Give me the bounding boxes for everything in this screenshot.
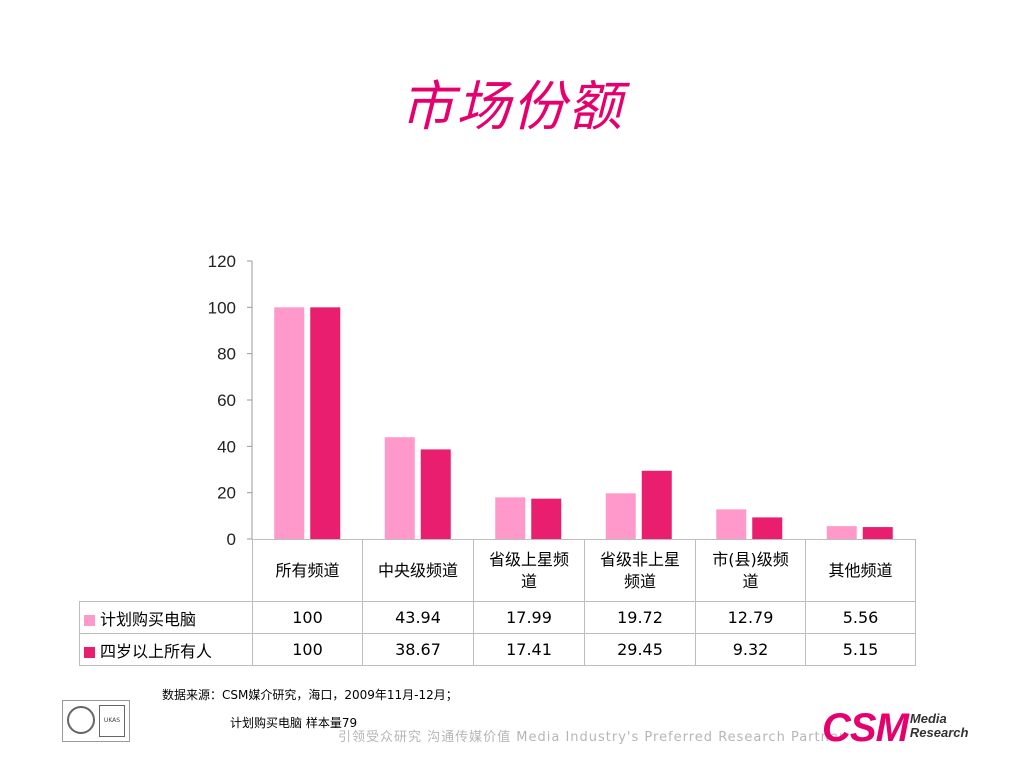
ukas-cert-icon: UKAS <box>99 705 125 737</box>
data-value: 17.41 <box>473 633 585 666</box>
bar <box>826 526 857 539</box>
data-value: 100 <box>252 633 363 666</box>
y-tick-label: 40 <box>217 437 236 456</box>
bar <box>274 307 305 539</box>
category-label-line: 所有频道 <box>275 560 340 580</box>
category-label-line: 中央级频道 <box>377 560 458 580</box>
data-value: 5.56 <box>805 601 916 634</box>
data-value: 43.94 <box>362 601 474 634</box>
logo-wordmark: CSM <box>822 706 909 750</box>
sgs-cert-icon <box>67 706 95 734</box>
bar <box>641 470 672 539</box>
category-label: 中央级频道 <box>362 539 474 602</box>
y-tick-label: 100 <box>208 298 236 317</box>
category-label: 其他频道 <box>805 539 916 602</box>
logo-subtitle: Media Research <box>909 711 969 740</box>
category-label-line: 频道 <box>623 571 656 591</box>
sample-note: 计划购买电脑 样本量79 <box>230 716 358 730</box>
data-value: 12.79 <box>695 601 806 634</box>
data-table: 所有频道 中央级频道 省级上星频道省级非上星 频道 市(县)级频道其他频道 计划购买电脑… <box>79 539 916 666</box>
category-label-line: 市(县)级频 <box>712 549 789 569</box>
table-row: 四岁以上所有人 100 38.67 17.41 29.45 9.32 5.15 <box>79 633 916 666</box>
data-value: 100 <box>252 601 363 634</box>
y-tick-label: 80 <box>217 345 236 364</box>
y-tick-label: 60 <box>217 391 236 410</box>
csm-logo: CSM Media Research <box>822 706 968 751</box>
data-value: 9.32 <box>695 633 806 666</box>
table-row: 计划购买电脑 100 43.94 17.99 19.72 12.79 5.56 <box>79 601 916 634</box>
legend-swatch <box>84 646 95 658</box>
category-label-line: 省级上星频 <box>488 549 569 569</box>
bar <box>605 493 636 539</box>
data-value: 38.67 <box>362 633 474 666</box>
category-label-line: 省级非上星 <box>599 549 680 569</box>
y-tick-label: 120 <box>208 252 236 271</box>
bar <box>384 437 415 539</box>
bar <box>862 527 893 539</box>
series-name: 计划购买电脑 <box>100 609 197 629</box>
legend-entry: 计划购买电脑 <box>79 601 253 634</box>
slogan: 引领受众研究 沟通传媒价值 Media Industry's Preferred… <box>338 730 846 745</box>
y-tick-label: 20 <box>217 484 236 503</box>
series-name: 四岁以上所有人 <box>100 641 213 661</box>
category-label-line: 道 <box>520 571 537 591</box>
bar <box>420 449 451 539</box>
certification-logos: UKAS <box>62 700 130 742</box>
bar <box>716 509 747 539</box>
bar <box>495 497 526 539</box>
category-label-line: 道 <box>742 571 759 591</box>
data-value: 5.15 <box>805 633 916 666</box>
category-label: 省级上星频道 <box>473 539 585 602</box>
bar <box>310 307 341 539</box>
data-value: 17.99 <box>473 601 585 634</box>
bar <box>752 517 783 539</box>
category-label: 市(县)级频道 <box>695 539 806 602</box>
data-value: 19.72 <box>584 601 696 634</box>
category-label: 所有频道 <box>252 539 363 602</box>
source-note: 数据来源：CSM媒介研究，海口，2009年11月-12月； <box>162 688 458 702</box>
legend-entry: 四岁以上所有人 <box>79 633 253 666</box>
data-value: 29.45 <box>584 633 696 666</box>
bar <box>531 498 562 539</box>
category-header-row: 所有频道 中央级频道 省级上星频道省级非上星 频道 市(县)级频道其他频道 <box>79 539 916 602</box>
table-corner <box>79 539 253 602</box>
legend-swatch <box>84 614 95 626</box>
page-title: 市场份额 <box>400 75 624 138</box>
category-label-line: 其他频道 <box>828 560 893 580</box>
category-label: 省级非上星 频道 <box>584 539 696 602</box>
